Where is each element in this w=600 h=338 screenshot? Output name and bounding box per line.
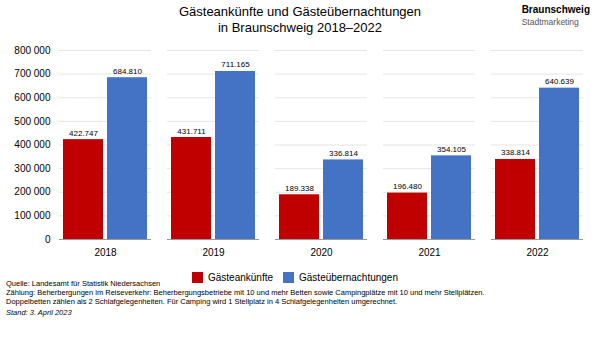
- svg-text:2020: 2020: [310, 247, 333, 258]
- svg-text:336.814: 336.814: [329, 149, 358, 158]
- svg-text:700 000: 700 000: [14, 68, 51, 79]
- svg-text:196.480: 196.480: [393, 182, 422, 191]
- html-text:Zählung: Beherbergungen im Rei: Zählung: Beherbergungen im Reiseverkehr:…: [6, 288, 485, 297]
- svg-text:800 000: 800 000: [14, 45, 51, 56]
- svg-text:2021: 2021: [418, 247, 441, 258]
- svg-text:500 000: 500 000: [14, 116, 51, 127]
- svg-text:189.338: 189.338: [285, 184, 314, 193]
- svg-text:600 000: 600 000: [14, 92, 51, 103]
- svg-text:2019: 2019: [202, 247, 225, 258]
- svg-text:711.165: 711.165: [221, 60, 250, 69]
- svg-text:422.747: 422.747: [69, 129, 98, 138]
- svg-text:200 000: 200 000: [14, 186, 51, 197]
- svg-text:2022: 2022: [526, 247, 549, 258]
- html-text:Gästeankünfte: Gästeankünfte: [208, 272, 273, 283]
- html-text:Gästeankünfte und Gästeübernac: Gästeankünfte und Gästeübernachtungen in…: [178, 4, 422, 35]
- html-text:Gästeübernachtungen: Gästeübernachtungen: [299, 272, 398, 283]
- svg-text:2018: 2018: [94, 247, 117, 258]
- svg-text:640.639: 640.639: [545, 77, 574, 86]
- svg-text:338.814: 338.814: [501, 148, 530, 157]
- html-text:Stand: 3. April 2023: Stand: 3. April 2023: [6, 308, 72, 317]
- svg-text:431.711: 431.711: [177, 127, 206, 136]
- svg-text:400 000: 400 000: [14, 139, 51, 150]
- svg-text:300 000: 300 000: [14, 163, 51, 174]
- html-text:Braunschweig: Braunschweig: [521, 4, 590, 15]
- svg-text:354.105: 354.105: [437, 145, 466, 154]
- html-text:Stadtmarketing: Stadtmarketing: [521, 16, 579, 27]
- html-text:Quelle: Landesamt für Statisti: Quelle: Landesamt für Statistik Niedersa…: [6, 279, 161, 288]
- svg-text:100 000: 100 000: [14, 210, 51, 221]
- svg-text:0: 0: [45, 234, 51, 245]
- svg-text:684.810: 684.810: [113, 67, 142, 76]
- html-text:Doppelbetten zählen als 2 Schl: Doppelbetten zählen als 2 Schlafgelegenh…: [6, 297, 398, 306]
